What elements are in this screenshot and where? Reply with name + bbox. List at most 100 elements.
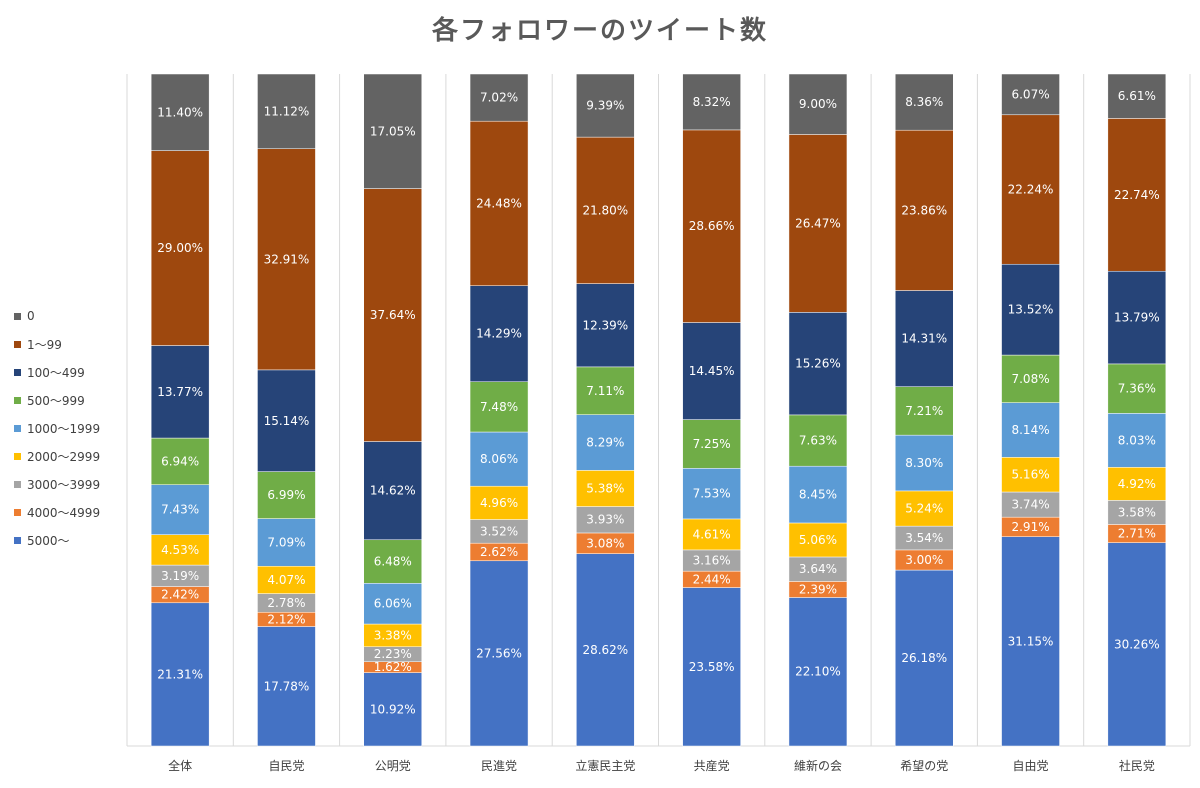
bar-segment [257,626,316,747]
bar-segment [150,73,210,151]
bar-segment [682,73,741,131]
category-label: 社民党 [1119,758,1155,773]
bar-segment [788,465,848,524]
bar-segment [257,471,316,519]
data-label: 22.74% [1114,188,1160,202]
bar-segment [469,73,529,122]
bar-segment [1107,270,1167,365]
legend-label: 4000〜4999 [27,505,101,520]
data-label: 8.45% [799,488,837,502]
bar-segment [1001,263,1060,356]
bar-segment [257,148,316,371]
data-label: 1.62% [374,660,412,674]
data-label: 14.31% [901,332,947,346]
data-label: 9.39% [586,99,624,113]
data-label: 26.47% [795,216,841,230]
category-label: 民進党 [481,758,517,773]
data-label: 4.61% [693,527,731,541]
bar-segment [150,437,210,485]
bar-segment [1001,491,1060,518]
category-label: 共産党 [694,758,730,773]
bar-segment [576,136,635,284]
bar-segment [682,468,741,520]
data-label: 7.08% [1011,372,1049,386]
data-label: 37.64% [370,308,416,322]
data-label: 11.40% [157,105,203,119]
legend-label: 2000〜2999 [27,449,101,464]
data-label: 14.45% [689,364,735,378]
category-label: 自由党 [1013,758,1049,773]
bar-segment [682,587,741,747]
legend-item: 500〜999 [14,386,100,414]
data-label: 6.07% [1011,87,1049,101]
data-label: 5.24% [905,502,943,516]
data-label: 8.29% [586,436,624,450]
bar-segment [788,522,848,558]
bar-segment [150,484,210,535]
bar-segment [469,560,529,747]
data-label: 7.25% [693,437,731,451]
data-label: 10.92% [370,702,416,716]
category-label: 全体 [168,758,192,773]
data-label: 5.06% [799,533,837,547]
bar-segment [1001,73,1060,116]
data-label: 7.48% [480,400,518,414]
data-label: 27.56% [476,646,522,660]
bar-segment [1001,114,1060,265]
bar-segment [363,188,422,442]
data-label: 2.62% [480,545,518,559]
legend-item: 4000〜4999 [14,498,100,526]
legend-swatch [14,480,21,488]
bar-segment [788,556,848,582]
data-label: 8.30% [905,456,943,470]
bar-segment [363,672,422,747]
bar-segment [788,597,848,747]
bar-segment [1001,402,1060,458]
legend-swatch [14,424,21,432]
data-label: 13.52% [1008,303,1054,317]
data-label: 5.16% [1011,468,1049,482]
data-label: 15.14% [264,414,310,428]
legend-item: 3000〜3999 [14,470,100,498]
data-label: 8.36% [905,95,943,109]
data-label: 3.54% [905,531,943,545]
legend-swatch [14,536,21,544]
bar-segment [1107,500,1167,525]
bar-segment [469,381,529,433]
bar-segment [682,322,741,420]
bar-segment [1001,457,1060,493]
data-label: 3.16% [693,554,731,568]
data-label: 28.66% [689,219,735,233]
bar-segment [1107,363,1167,414]
legend-item: 100〜499 [14,358,100,386]
bar-segment [682,518,741,551]
data-label: 14.29% [476,327,522,341]
data-label: 3.08% [586,536,624,550]
data-label: 8.03% [1118,433,1156,447]
category-label: 立憲民主党 [575,758,635,773]
data-label: 7.53% [693,487,731,501]
legend-swatch [14,340,21,348]
data-label: 21.80% [582,203,628,217]
data-label: 4.96% [480,496,518,510]
bar-segment [788,312,848,416]
legend-swatch [14,452,21,460]
bar-segment [469,485,529,520]
data-label: 2.44% [693,572,731,586]
bar-segment [469,120,529,286]
data-label: 7.21% [905,404,943,418]
category-label: 希望の党 [900,758,948,773]
data-label: 22.24% [1008,183,1054,197]
data-label: 17.78% [264,679,310,693]
data-label: 2.71% [1118,527,1156,541]
bar-segment [1107,467,1167,501]
bar-segment [576,366,635,415]
data-label: 6.61% [1118,89,1156,103]
legend-item: 2000〜2999 [14,442,100,470]
data-label: 6.94% [161,454,199,468]
category-label: 維新の会 [794,758,842,773]
bar-segment [895,490,954,527]
bar-segment [682,419,741,469]
legend-label: 500〜999 [27,393,85,408]
bar-segment [1107,542,1167,747]
